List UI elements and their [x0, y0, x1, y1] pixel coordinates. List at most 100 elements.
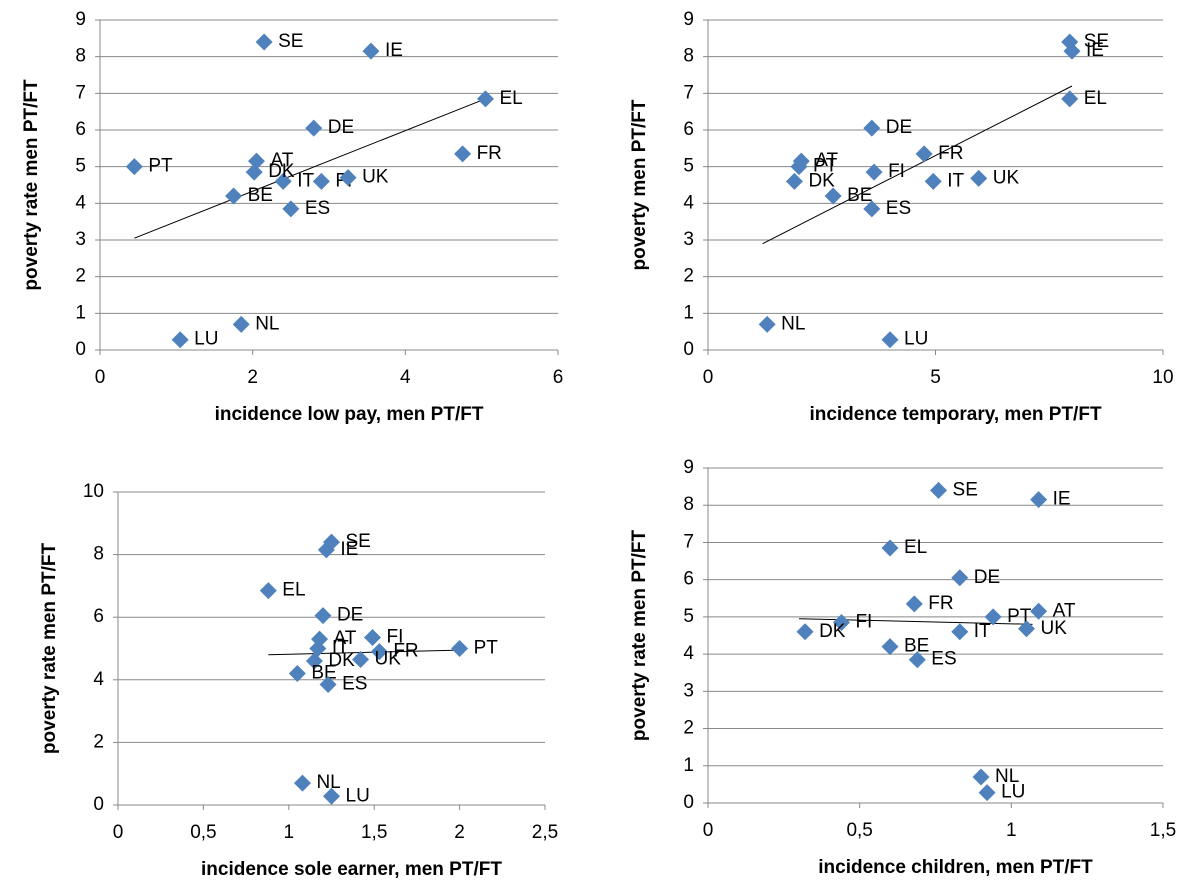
point-label: SE — [953, 479, 978, 500]
y-tick-label: 0 — [683, 339, 694, 360]
data-point — [905, 595, 923, 613]
data-point — [881, 539, 899, 557]
x-tick-label: 5 — [930, 367, 941, 388]
y-tick-label: 1 — [683, 302, 694, 323]
data-point — [317, 541, 335, 559]
x-axis-title: incidence children, men PT/FT — [818, 857, 1093, 878]
point-label: SE — [346, 531, 371, 552]
y-tick-label: 4 — [683, 643, 694, 664]
data-point — [915, 145, 933, 163]
y-tick-label: 2 — [93, 731, 104, 752]
data-point — [314, 607, 332, 625]
y-axis-title: poverty rate men PT/FT — [21, 79, 42, 291]
y-tick-label: 5 — [683, 606, 694, 627]
point-label: NL — [316, 772, 340, 793]
x-axis-title: incidence sole earner, men PT/FT — [201, 859, 502, 880]
point-label: UK — [1041, 618, 1068, 639]
point-label: IT — [332, 638, 349, 659]
data-point — [451, 640, 469, 657]
point-label: UK — [362, 167, 389, 188]
y-tick-label: 2 — [683, 718, 694, 739]
point-label: DK — [328, 650, 355, 671]
data-point — [972, 768, 990, 786]
point-label: AT — [334, 628, 357, 649]
x-tick-label: 6 — [553, 367, 564, 388]
data-point — [125, 158, 143, 176]
data-point — [881, 638, 899, 656]
point-label: AT — [1053, 600, 1076, 621]
data-point — [924, 172, 942, 190]
point-label: FI — [855, 611, 872, 632]
point-label: IT — [947, 170, 964, 191]
y-tick-label: 7 — [683, 82, 694, 103]
y-tick-label: 0 — [683, 792, 694, 813]
point-label: PT — [148, 156, 173, 177]
point-label: ES — [931, 649, 956, 670]
data-point — [978, 784, 996, 802]
point-label: IE — [340, 539, 358, 560]
point-label: EL — [1084, 88, 1107, 109]
y-tick-label: 10 — [83, 481, 104, 502]
data-point — [863, 200, 881, 218]
y-tick-label: 5 — [75, 156, 86, 177]
data-point — [225, 187, 243, 205]
y-tick-label: 6 — [683, 119, 694, 140]
trendline — [762, 85, 1073, 245]
trendline — [268, 649, 460, 656]
x-tick-label: 1 — [284, 822, 295, 843]
x-axis-title: incidence temporary, men PT/FT — [809, 404, 1102, 425]
data-point — [232, 315, 250, 333]
data-point — [476, 90, 494, 108]
x-tick-label: 1,5 — [1150, 820, 1176, 841]
point-label: IT — [974, 621, 991, 642]
data-point — [908, 651, 926, 669]
y-axis-title: poverty men PT/FT — [629, 99, 650, 270]
y-tick-label: 6 — [683, 569, 694, 590]
data-point — [282, 200, 300, 218]
x-tick-label: 1,5 — [361, 822, 387, 843]
point-label: BE — [847, 185, 872, 206]
y-tick-label: 8 — [75, 46, 86, 67]
scatter-chart: 0 1 2 3 4 5 6 7 8 9 0 5 10 incidence temporary, men P… — [629, 9, 1174, 425]
y-tick-label: 8 — [93, 544, 104, 565]
x-tick-label: 10 — [1152, 367, 1173, 388]
point-label: EL — [282, 580, 305, 601]
point-label: BE — [904, 636, 929, 657]
x-tick-label: 0 — [703, 367, 714, 388]
point-label: DE — [328, 117, 354, 138]
y-tick-label: 3 — [75, 229, 86, 250]
point-label: PT — [474, 638, 499, 659]
point-label: LU — [1001, 782, 1025, 803]
x-tick-label: 2 — [247, 367, 258, 388]
point-label: IE — [385, 40, 403, 61]
point-label: DK — [808, 170, 835, 191]
data-point — [309, 640, 327, 657]
y-tick-label: 5 — [683, 156, 694, 177]
point-label: FR — [477, 143, 502, 164]
point-label: FR — [938, 143, 963, 164]
point-label: EL — [499, 88, 522, 109]
y-tick-label: 7 — [75, 82, 86, 103]
data-point — [171, 331, 189, 349]
y-axis-title: poverty rate men PT/FT — [629, 530, 650, 742]
point-label: ES — [305, 198, 330, 219]
data-point — [312, 172, 330, 190]
data-point — [245, 163, 263, 181]
data-point — [323, 787, 340, 805]
data-point — [288, 665, 306, 683]
data-point — [1030, 602, 1048, 620]
data-point — [305, 119, 323, 137]
y-tick-label: 9 — [683, 457, 694, 478]
y-tick-label: 3 — [683, 680, 694, 701]
point-label: DE — [886, 117, 912, 138]
data-point — [796, 623, 814, 641]
point-label: AT — [270, 150, 293, 171]
data-point — [951, 623, 969, 641]
data-point — [863, 119, 881, 137]
point-label: SE — [1084, 31, 1109, 52]
y-tick-label: 8 — [683, 46, 694, 67]
y-tick-label: 0 — [93, 794, 104, 815]
y-tick-label: 6 — [93, 606, 104, 627]
x-tick-label: 0,5 — [190, 822, 216, 843]
